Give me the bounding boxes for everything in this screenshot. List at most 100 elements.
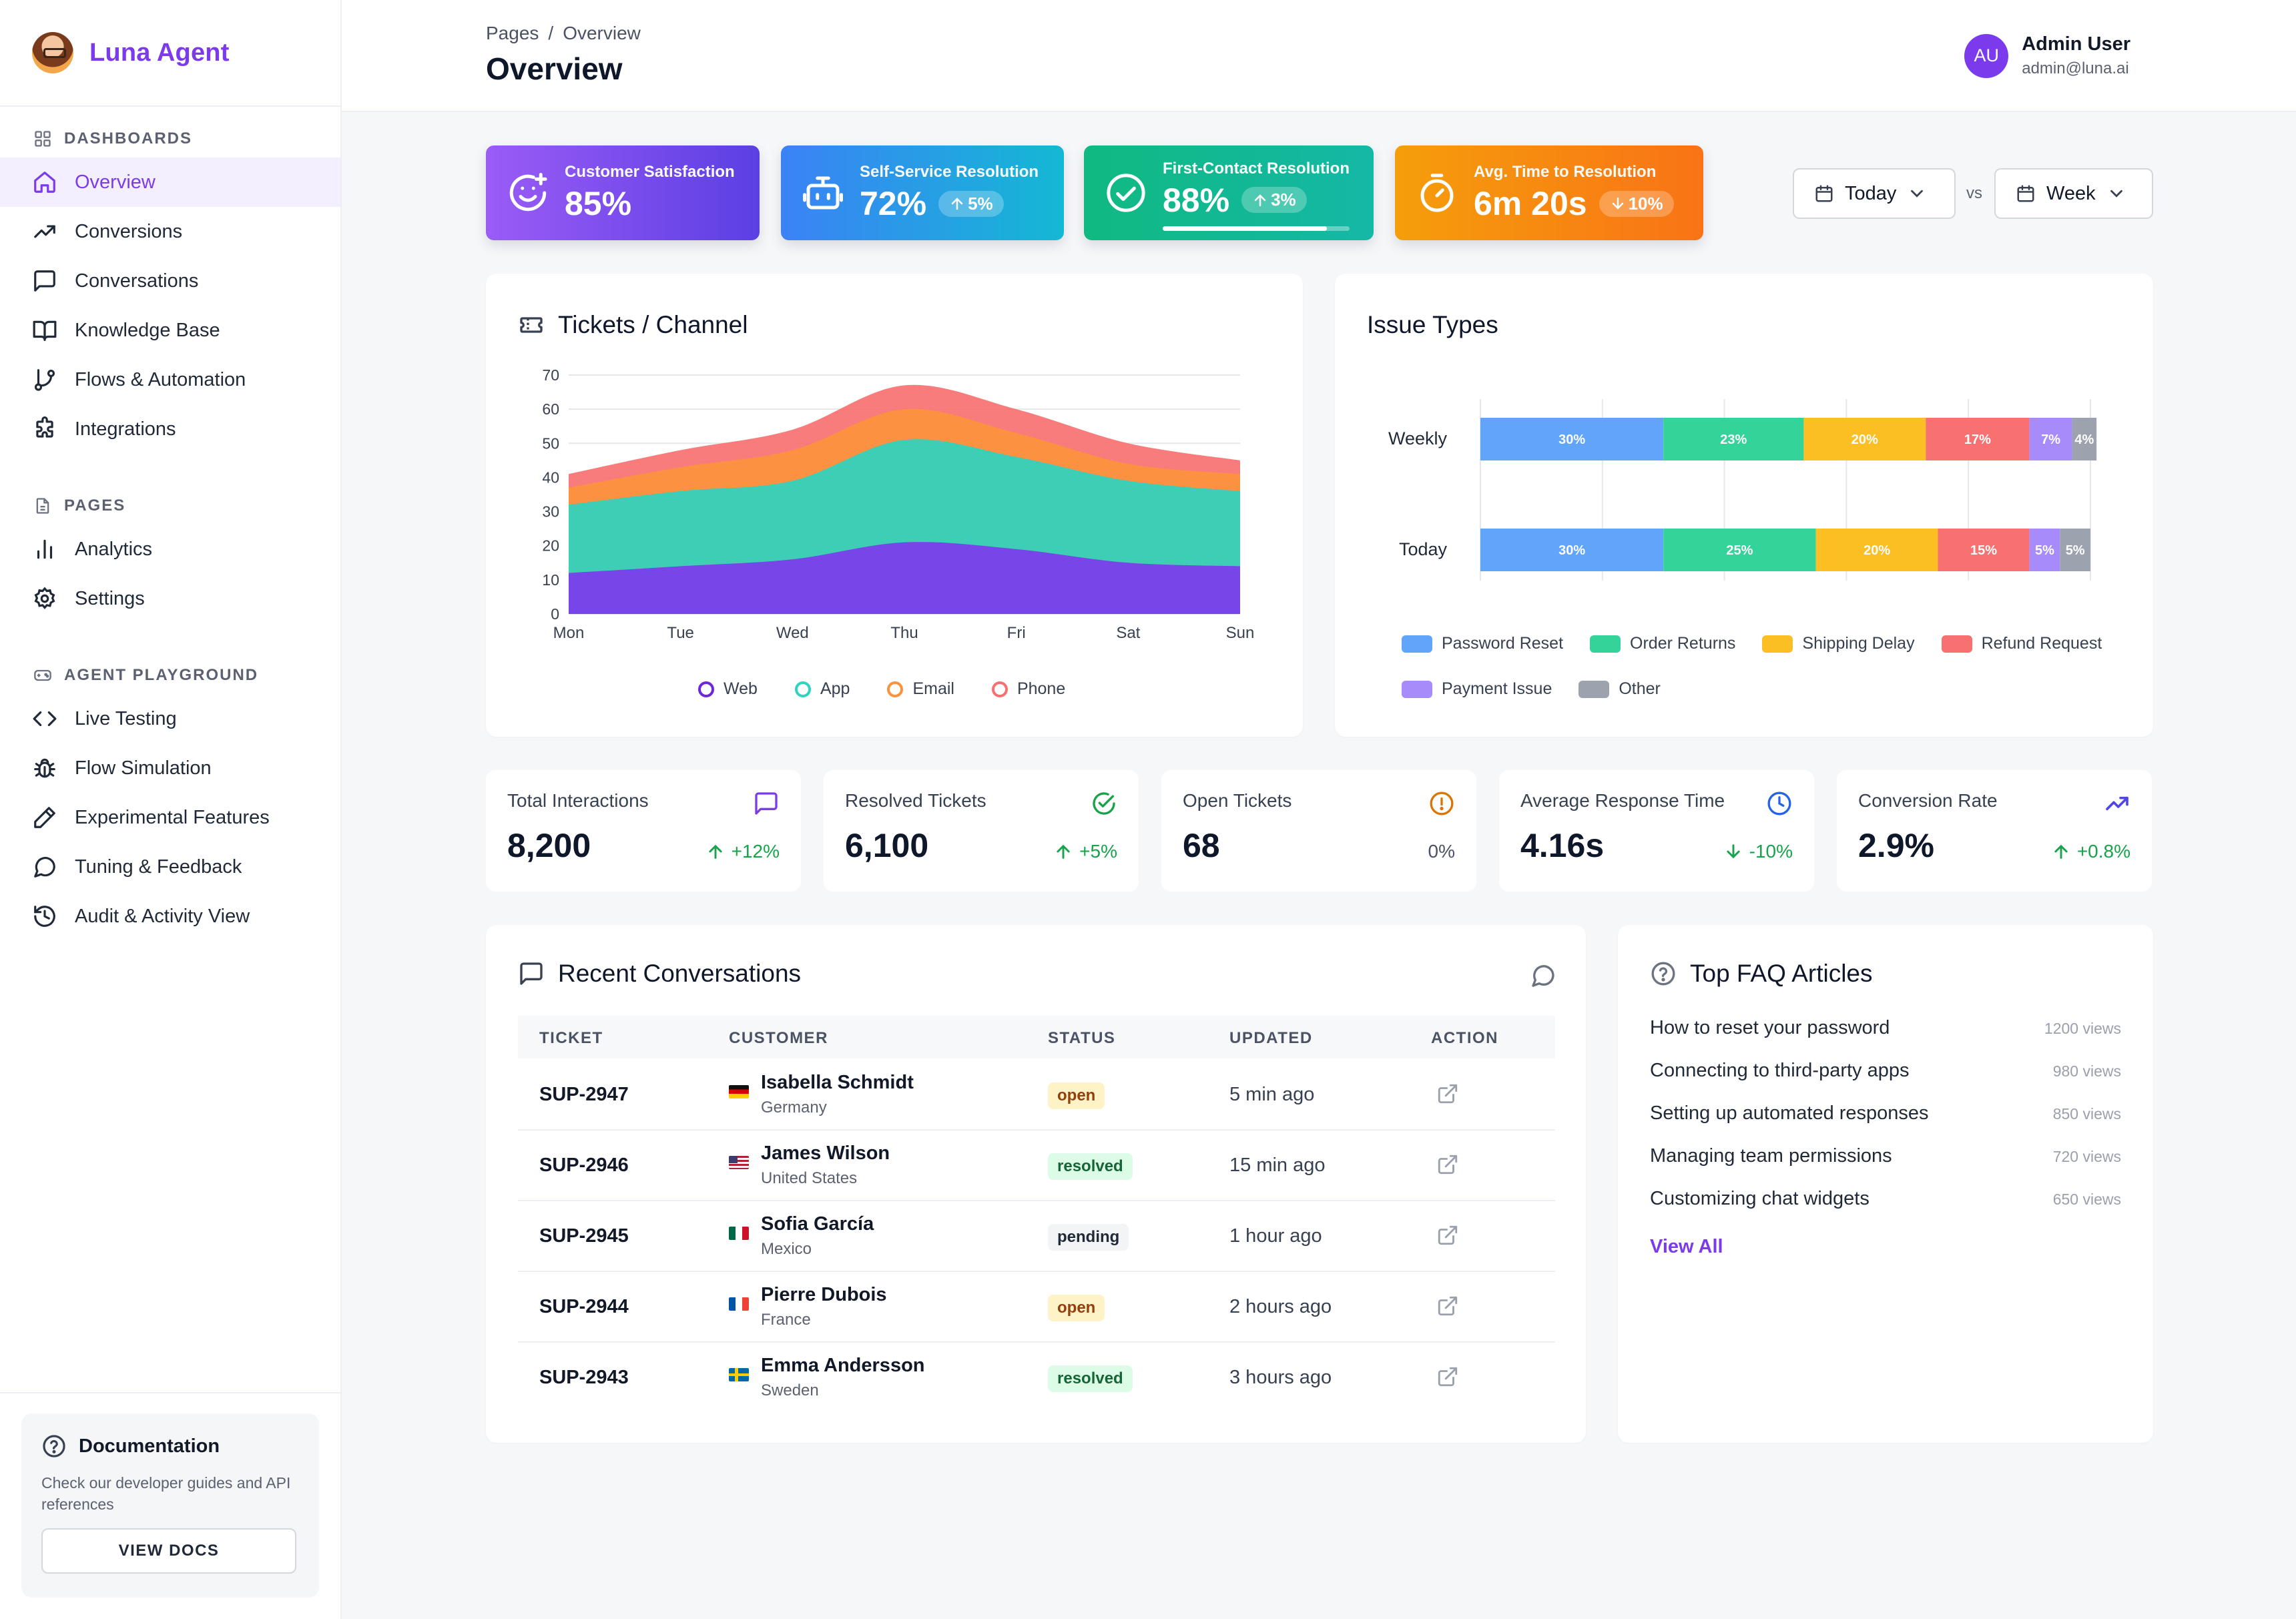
sidebar-item-label: Tuning & Feedback — [75, 856, 242, 878]
legend-item-other[interactable]: Other — [1579, 679, 1661, 699]
legend-marker — [1402, 635, 1432, 653]
smile-plus-icon — [509, 173, 547, 212]
sidebar-item-conversations[interactable]: Conversations — [0, 256, 340, 306]
sidebar-item-settings[interactable]: Settings — [0, 574, 340, 623]
column-header-ticket[interactable]: TICKET — [539, 1029, 603, 1047]
kpi-avg-time-to-resolution[interactable]: Avg. Time to Resolution 6m 20s 10% — [1395, 145, 1703, 240]
kpi-customer-satisfaction[interactable]: Customer Satisfaction 85% — [486, 145, 760, 240]
area-series-web[interactable] — [569, 542, 1240, 614]
external-link-icon[interactable] — [1436, 1224, 1459, 1247]
stat-label: Conversion Rate — [1858, 790, 1998, 811]
message-square-icon — [520, 962, 543, 985]
sidebar-item-tuning-feedback[interactable]: Tuning & Feedback — [0, 842, 340, 892]
legend-item-payment-issue[interactable]: Payment Issue — [1402, 679, 1552, 699]
faq-article[interactable]: Setting up automated responses 850 views — [1650, 1102, 2121, 1124]
book-open-icon — [33, 320, 57, 341]
sidebar-item-flow-simulation[interactable]: Flow Simulation — [0, 743, 340, 793]
external-link-icon[interactable] — [1436, 1295, 1459, 1317]
faq-article[interactable]: Managing team permissions 720 views — [1650, 1145, 2121, 1167]
column-header-updated[interactable]: UPDATED — [1229, 1029, 1313, 1047]
kpi-self-service-resolution[interactable]: Self-Service Resolution 72% 5% — [781, 145, 1064, 240]
sidebar-item-audit-activity[interactable]: Audit & Activity View — [0, 892, 340, 941]
customer-country: France — [761, 1311, 811, 1329]
bar-segment-shipping-delay[interactable] — [1815, 529, 1938, 571]
bar-segment-order-returns[interactable] — [1663, 529, 1816, 571]
faq-article[interactable]: Customizing chat widgets 650 views — [1650, 1188, 2121, 1210]
bar-segment-shipping-delay[interactable] — [1803, 418, 1926, 460]
legend-item-web[interactable]: Web — [698, 679, 758, 699]
legend-item-email[interactable]: Email — [887, 679, 954, 699]
column-header-customer[interactable]: CUSTOMER — [729, 1029, 828, 1047]
customer-country: Germany — [761, 1098, 827, 1116]
brand[interactable]: Luna Agent — [0, 0, 340, 107]
trending-up-icon — [34, 225, 55, 238]
ticket-icon — [520, 317, 543, 333]
bar-segment-payment-issue[interactable] — [2029, 418, 2072, 460]
stat-label: Total Interactions — [507, 790, 649, 811]
stat-open-tickets[interactable]: Open Tickets 68 0% — [1161, 770, 1476, 892]
issue-chart-legend-row-2: Payment Issue Other — [1402, 679, 1698, 699]
column-header-status[interactable]: STATUS — [1048, 1029, 1116, 1047]
table-row[interactable]: SUP-2946 James Wilson United States reso… — [518, 1130, 1555, 1201]
user-email: admin@luna.ai — [2022, 59, 2129, 77]
external-link-icon[interactable] — [1436, 1153, 1459, 1176]
bar-segment-password-reset[interactable] — [1480, 418, 1664, 460]
brand-name: Luna Agent — [89, 38, 230, 67]
bar-segment-password-reset[interactable] — [1480, 529, 1664, 571]
kpi-first-contact-resolution[interactable]: First-Contact Resolution 88% 3% — [1084, 145, 1374, 240]
x-tick-label: Mon — [553, 624, 585, 642]
stat-total-interactions[interactable]: Total Interactions 8,200 +12% — [486, 770, 801, 892]
breadcrumb-item-pages[interactable]: Pages — [486, 23, 539, 43]
bar-segment-other[interactable] — [2072, 418, 2097, 460]
customer-country: Mexico — [761, 1240, 812, 1258]
bar-segment-refund-request[interactable] — [1938, 529, 2030, 571]
legend-item-password-reset[interactable]: Password Reset — [1402, 634, 1563, 653]
external-link-icon[interactable] — [1436, 1082, 1459, 1105]
faq-article-title: Managing team permissions — [1650, 1145, 1892, 1167]
stat-conversion-rate[interactable]: Conversion Rate 2.9% +0.8% — [1837, 770, 2152, 892]
file-icon — [36, 498, 49, 514]
y-tick-label: 60 — [542, 400, 559, 418]
status-badge: open — [1048, 1082, 1105, 1109]
top-faq-panel: Top FAQ Articles How to reset your passw… — [1618, 925, 2153, 1443]
sidebar-item-knowledge-base[interactable]: Knowledge Base — [0, 306, 340, 355]
bar-segment-other[interactable] — [2060, 529, 2090, 571]
stat-resolved-tickets[interactable]: Resolved Tickets 6,100 +5% — [824, 770, 1139, 892]
faq-article[interactable]: Connecting to third-party apps 980 views — [1650, 1060, 2121, 1082]
table-row[interactable]: SUP-2947 Isabella Schmidt Germany open 5… — [518, 1060, 1555, 1130]
table-row[interactable]: SUP-2943 Emma Andersson Sweden resolved … — [518, 1343, 1555, 1413]
sidebar-item-experimental-features[interactable]: Experimental Features — [0, 793, 340, 842]
view-docs-button[interactable]: VIEW DOCS — [41, 1528, 296, 1574]
bar-segment-payment-issue[interactable] — [2029, 529, 2060, 571]
legend-item-order-returns[interactable]: Order Returns — [1590, 634, 1735, 653]
faq-article-title: Connecting to third-party apps — [1650, 1060, 1910, 1081]
kpi-change-badge: 10% — [1599, 190, 1674, 217]
user-menu[interactable]: AU Admin User admin@luna.ai — [1964, 33, 2130, 78]
sidebar-item-flows-automation[interactable]: Flows & Automation — [0, 355, 340, 404]
external-link-icon[interactable] — [1436, 1365, 1459, 1388]
chat-bubble-icon[interactable] — [1530, 962, 1556, 989]
legend-item-phone[interactable]: Phone — [991, 679, 1065, 699]
sidebar-item-overview[interactable]: Overview — [0, 157, 340, 207]
sidebar-item-analytics[interactable]: Analytics — [0, 525, 340, 574]
message-square-icon — [34, 270, 55, 292]
bar-chart-icon — [37, 539, 53, 559]
legend-item-app[interactable]: App — [794, 679, 850, 699]
table-row[interactable]: SUP-2944 Pierre Dubois France open 2 hou… — [518, 1272, 1555, 1343]
kpi-label: Avg. Time to Resolution — [1474, 163, 1657, 181]
faq-article[interactable]: How to reset your password 1200 views — [1650, 1017, 2121, 1039]
sidebar-item-live-testing[interactable]: Live Testing — [0, 694, 340, 743]
stat-delta: +0.8% — [2052, 841, 2130, 862]
period-select-week[interactable]: Week — [1994, 168, 2153, 219]
bar-segment-order-returns[interactable] — [1663, 418, 1804, 460]
sidebar-item-label: Conversations — [75, 270, 199, 292]
legend-item-shipping-delay[interactable]: Shipping Delay — [1762, 634, 1915, 653]
view-all-link[interactable]: View All — [1650, 1236, 1723, 1257]
bar-segment-refund-request[interactable] — [1926, 418, 2030, 460]
legend-item-refund-request[interactable]: Refund Request — [1941, 634, 2102, 653]
sidebar-item-integrations[interactable]: Integrations — [0, 404, 340, 454]
stat-average-response-time[interactable]: Average Response Time 4.16s -10% — [1499, 770, 1814, 892]
period-select-today[interactable]: Today — [1793, 168, 1956, 219]
sidebar-item-conversions[interactable]: Conversions — [0, 207, 340, 256]
table-row[interactable]: SUP-2945 Sofia García Mexico pending 1 h… — [518, 1201, 1555, 1272]
